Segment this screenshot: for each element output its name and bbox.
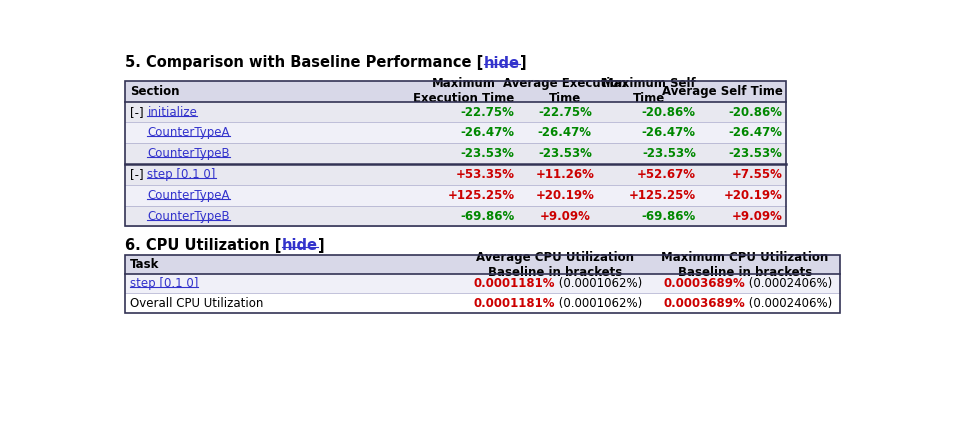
Text: (0.0002406%): (0.0002406%) (744, 277, 831, 290)
Text: initialize: initialize (148, 106, 197, 119)
Text: -26.47%: -26.47% (728, 126, 781, 139)
Text: +11.26%: +11.26% (535, 168, 594, 181)
Text: -26.47%: -26.47% (641, 126, 695, 139)
Text: (0.0001062%): (0.0001062%) (555, 296, 641, 310)
Text: +20.19%: +20.19% (535, 189, 594, 202)
Text: -20.86%: -20.86% (728, 106, 781, 119)
Text: -22.75%: -22.75% (537, 106, 591, 119)
Text: Task: Task (130, 258, 159, 271)
Text: +9.09%: +9.09% (731, 209, 781, 223)
Bar (125, 293, 840, 312)
Bar (125, 206, 785, 226)
Bar (125, 143, 785, 164)
Text: CounterTypeA: CounterTypeA (147, 189, 230, 202)
Bar (125, 255, 840, 312)
Text: -26.47%: -26.47% (537, 126, 591, 139)
Text: -26.47%: -26.47% (460, 126, 514, 139)
Bar (125, 185, 785, 206)
Bar (125, 164, 785, 185)
Text: -69.86%: -69.86% (641, 209, 695, 223)
Text: +125.25%: +125.25% (628, 189, 695, 202)
Text: +20.19%: +20.19% (723, 189, 781, 202)
Text: 0.0003689%: 0.0003689% (662, 296, 744, 310)
Text: step [0.1 0]: step [0.1 0] (130, 277, 198, 290)
Text: Average CPU Utilization
Baseline in brackets: Average CPU Utilization Baseline in brac… (476, 251, 634, 279)
Bar (125, 255, 840, 274)
Text: Average Self Time: Average Self Time (661, 85, 781, 98)
Text: ]: ] (317, 238, 324, 253)
Text: 5. Comparison with Baseline Performance [: 5. Comparison with Baseline Performance … (125, 56, 483, 70)
Text: +7.55%: +7.55% (731, 168, 781, 181)
Text: 0.0003689%: 0.0003689% (662, 277, 744, 290)
Text: +125.25%: +125.25% (447, 189, 514, 202)
Text: CounterTypeB: CounterTypeB (147, 209, 230, 223)
Text: +52.67%: +52.67% (637, 168, 695, 181)
Text: (0.0001062%): (0.0001062%) (555, 277, 641, 290)
Bar (125, 102, 785, 123)
Text: -23.53%: -23.53% (537, 147, 591, 160)
Bar (125, 274, 840, 293)
Text: -23.53%: -23.53% (728, 147, 781, 160)
Text: -20.86%: -20.86% (641, 106, 695, 119)
Text: -23.53%: -23.53% (641, 147, 695, 160)
Text: 0.0001181%: 0.0001181% (474, 277, 555, 290)
Text: hide: hide (281, 238, 317, 253)
Bar (125, 81, 785, 102)
Text: Maximum Self
Time: Maximum Self Time (601, 77, 695, 105)
Text: 0.0001181%: 0.0001181% (474, 296, 555, 310)
Text: Maximum CPU Utilization
Baseline in brackets: Maximum CPU Utilization Baseline in brac… (660, 251, 828, 279)
Text: -69.86%: -69.86% (459, 209, 514, 223)
Bar (125, 123, 785, 143)
Text: 6. CPU Utilization [: 6. CPU Utilization [ (125, 238, 281, 253)
Text: hide: hide (483, 56, 519, 70)
Text: CounterTypeA: CounterTypeA (147, 126, 230, 139)
Text: CounterTypeB: CounterTypeB (147, 147, 230, 160)
Text: +53.35%: +53.35% (455, 168, 514, 181)
Text: Section: Section (130, 85, 179, 98)
Text: -22.75%: -22.75% (460, 106, 514, 119)
Text: -23.53%: -23.53% (460, 147, 514, 160)
Text: Maximum
Execution Time: Maximum Execution Time (413, 77, 514, 105)
Text: [-]: [-] (130, 106, 148, 119)
Text: +9.09%: +9.09% (538, 209, 590, 223)
Text: ]: ] (519, 56, 526, 70)
Bar (125, 81, 785, 226)
Text: step [0.1 0]: step [0.1 0] (148, 168, 215, 181)
Text: Average Execution
Time: Average Execution Time (502, 77, 626, 105)
Text: (0.0002406%): (0.0002406%) (744, 296, 831, 310)
Text: Overall CPU Utilization: Overall CPU Utilization (130, 296, 263, 310)
Text: [-]: [-] (130, 168, 148, 181)
